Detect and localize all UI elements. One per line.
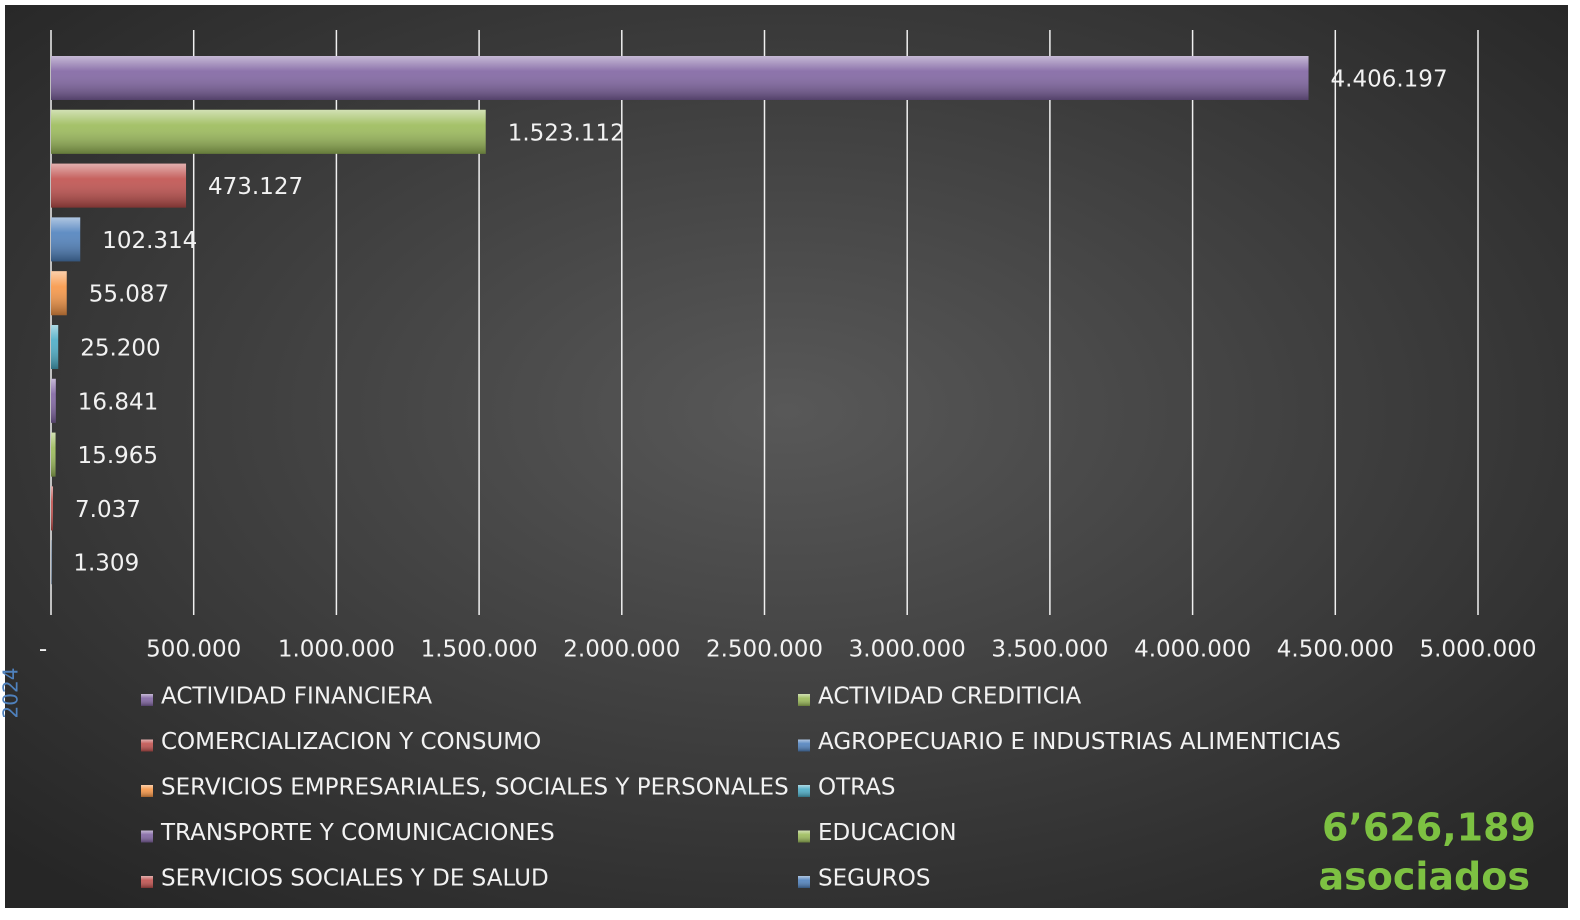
legend-label: TRANSPORTE Y COMUNICACIONES	[160, 820, 555, 846]
value-label: 102.314	[102, 228, 197, 254]
x-tick-label: 4.500.000	[1277, 637, 1394, 663]
x-tick-label: 2.500.000	[706, 637, 823, 663]
bar-shine	[51, 110, 486, 154]
legend-label: SERVICIOS SOCIALES Y DE SALUD	[161, 866, 549, 892]
value-label: 7.037	[75, 497, 141, 523]
bar-shine	[51, 56, 1309, 100]
legend-swatch-shine	[141, 876, 153, 888]
legend-swatch-shine	[798, 876, 810, 888]
value-label: 16.841	[78, 389, 158, 415]
value-label: 25.200	[80, 336, 160, 362]
legend-label: SEGUROS	[818, 866, 930, 892]
bar-shine	[51, 433, 56, 477]
value-label: 1.523.112	[508, 120, 625, 146]
legend-label: EDUCACION	[818, 820, 957, 846]
x-tick-label: -	[39, 637, 47, 663]
x-tick-label: 1.000.000	[278, 637, 395, 663]
total-unit: asociados	[1319, 855, 1531, 899]
bar-shine	[51, 217, 80, 261]
bar-shine	[51, 486, 53, 530]
x-tick-label: 3.000.000	[849, 637, 966, 663]
legend-label: COMERCIALIZACION Y CONSUMO	[161, 729, 541, 755]
legend-swatch-shine	[141, 785, 153, 797]
legend-label: AGROPECUARIO E INDUSTRIAS ALIMENTICIAS	[818, 729, 1341, 755]
x-tick-label: 1.500.000	[421, 637, 538, 663]
value-label: 1.309	[73, 551, 139, 577]
side-label: 2024	[0, 668, 23, 719]
bar-shine	[51, 164, 186, 208]
legend-swatch-shine	[798, 740, 810, 752]
total: 6’626,189	[1322, 806, 1536, 850]
value-label: 4.406.197	[1331, 67, 1448, 93]
legend-swatch-shine	[798, 785, 810, 797]
x-tick-label: 4.000.000	[1134, 637, 1251, 663]
value-label: 55.087	[89, 282, 169, 308]
x-tick-label: 500.000	[146, 637, 241, 663]
legend-label: OTRAS	[818, 775, 896, 801]
legend-swatch-shine	[141, 831, 153, 843]
value-label: 15.965	[78, 443, 158, 469]
bar-shine	[51, 271, 67, 315]
legend-swatch-shine	[141, 740, 153, 752]
legend-swatch-shine	[141, 694, 153, 706]
x-tick-label: 3.500.000	[991, 637, 1108, 663]
x-tick-label: 2.000.000	[563, 637, 680, 663]
legend-label: SERVICIOS EMPRESARIALES, SOCIALES Y PERS…	[161, 775, 789, 801]
legend-label: ACTIVIDAD FINANCIERA	[161, 684, 432, 710]
x-tick-label: 5.000.000	[1419, 637, 1536, 663]
legend-swatch-shine	[798, 694, 810, 706]
legend-swatch-shine	[798, 831, 810, 843]
value-label: 473.127	[208, 174, 303, 200]
bar-shine	[51, 379, 56, 423]
bar-shine	[51, 325, 58, 369]
legend-label: ACTIVIDAD CREDITICIA	[818, 684, 1082, 710]
